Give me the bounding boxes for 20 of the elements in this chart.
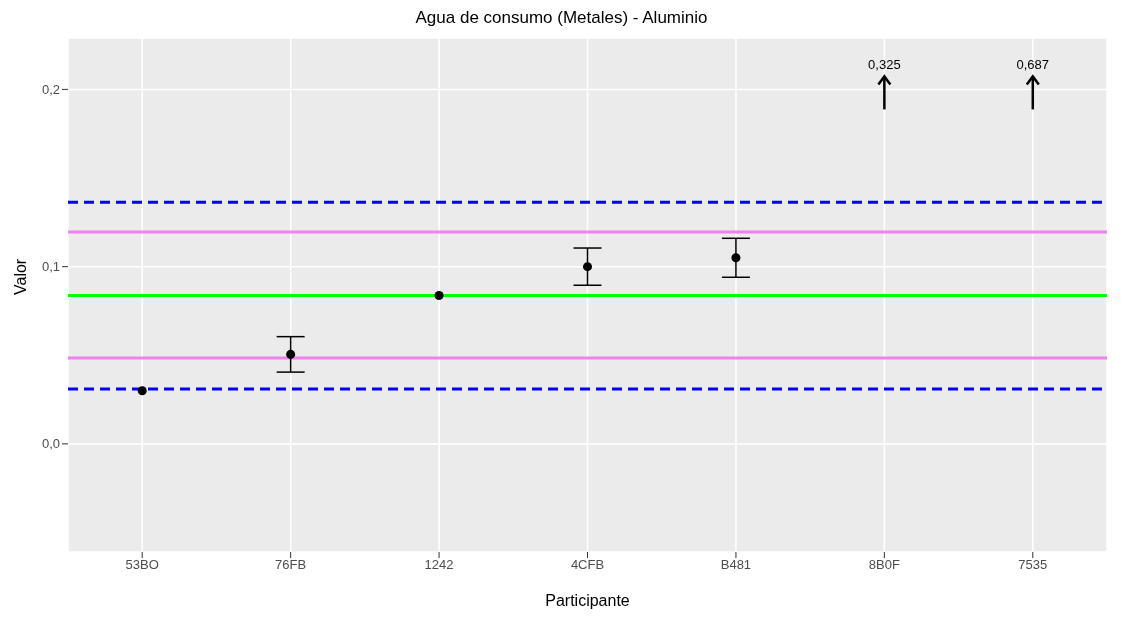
x-tick-label: 76FB (275, 557, 307, 573)
y-tick-label: 0,0 (41, 436, 60, 452)
x-tick-label: 4CFB (570, 557, 605, 573)
annotation: 0,325 (868, 57, 901, 73)
y-axis-title: Valor (11, 258, 29, 295)
point (731, 253, 741, 263)
x-tick-label: B481 (720, 557, 752, 573)
point (286, 349, 296, 359)
point (582, 262, 593, 272)
chart-title: Agua de consumo (Metales) - Aluminio (414, 8, 709, 29)
x-tick-label: 8B0F (868, 557, 900, 573)
point (137, 386, 147, 396)
x-axis-title: Participante (545, 592, 630, 609)
y-tick-label: 0,1 (41, 259, 60, 275)
x-tick-label: 53BO (125, 557, 159, 573)
y-tick-label: 0,2 (41, 82, 60, 98)
point (434, 291, 444, 301)
x-tick-label: 7535 (1018, 557, 1048, 573)
annotation: 0,687 (1016, 57, 1050, 73)
x-tick-label: 1242 (424, 557, 454, 573)
